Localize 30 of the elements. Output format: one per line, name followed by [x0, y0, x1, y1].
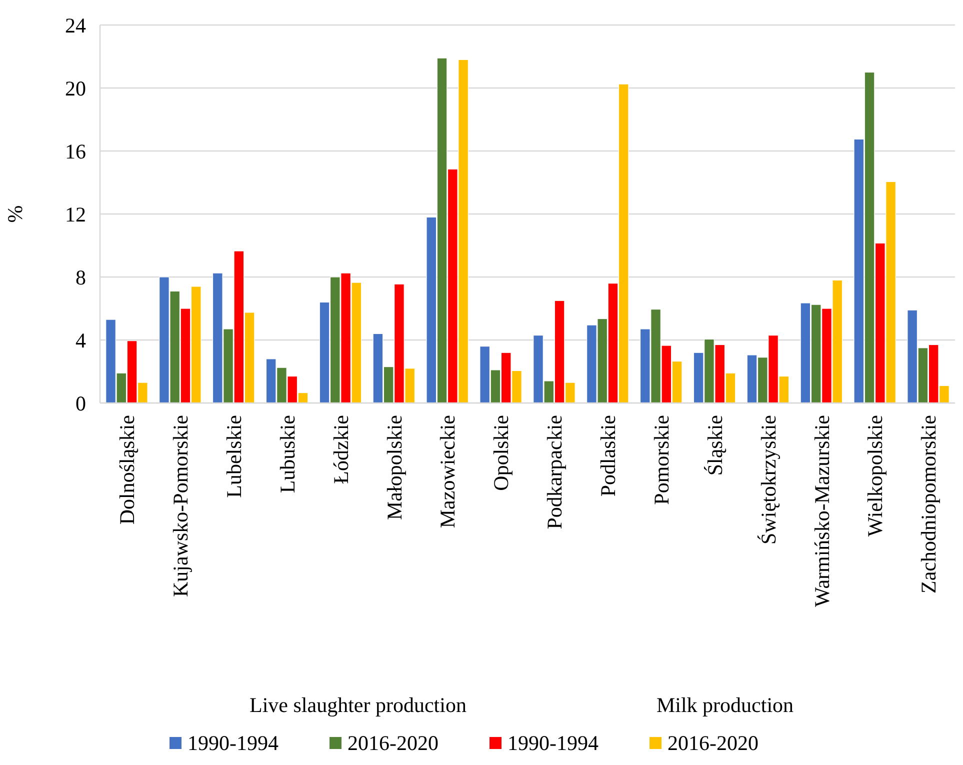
legend-label: 1990-1994 — [188, 731, 279, 755]
x-tick-label: Pomorskie — [649, 415, 674, 505]
x-tick-label: Opolskie — [489, 415, 514, 491]
text: Milk production — [656, 693, 794, 717]
x-tick-label: Mazowieckie — [436, 415, 460, 528]
x-tick-label: Małopolskie — [382, 415, 406, 520]
x-tick-label: Śląskie — [702, 415, 727, 476]
y-tick-label: 4 — [76, 328, 86, 352]
y-tick-label: 16 — [65, 139, 86, 164]
x-tick-label: Dolnośląskie — [115, 415, 140, 525]
y-tick-label: 8 — [76, 265, 86, 290]
x-tick-label: Warmińsko-Mazurskie — [810, 415, 834, 607]
legend-label: 2016-2020 — [348, 731, 438, 755]
x-tick-label: Lubuskie — [275, 415, 300, 494]
x-tick-label: Zachodniopomorskie — [916, 415, 941, 594]
x-tick-label: Podkarpackie — [542, 415, 567, 530]
legend-label: 2016-2020 — [668, 731, 758, 755]
y-axis-title: % — [3, 205, 27, 223]
x-tick-label: Lubelskie — [222, 415, 246, 498]
legend-label: 1990-1994 — [508, 731, 599, 755]
x-tick-label: Łódzkie — [328, 415, 353, 484]
x-tick-label: Wielkopolskie — [863, 415, 888, 537]
x-tick-label: Kujawsko-Pomorskie — [168, 415, 193, 597]
y-tick-label: 12 — [65, 202, 86, 226]
x-tick-label: Podlaskie — [596, 415, 620, 497]
text: Live slaughter production — [250, 693, 467, 717]
x-tick-label: Świętokrzyskie — [756, 415, 780, 544]
y-tick-label: 24 — [65, 13, 86, 38]
y-tick-label: 0 — [76, 391, 86, 416]
y-tick-label: 20 — [65, 76, 86, 100]
